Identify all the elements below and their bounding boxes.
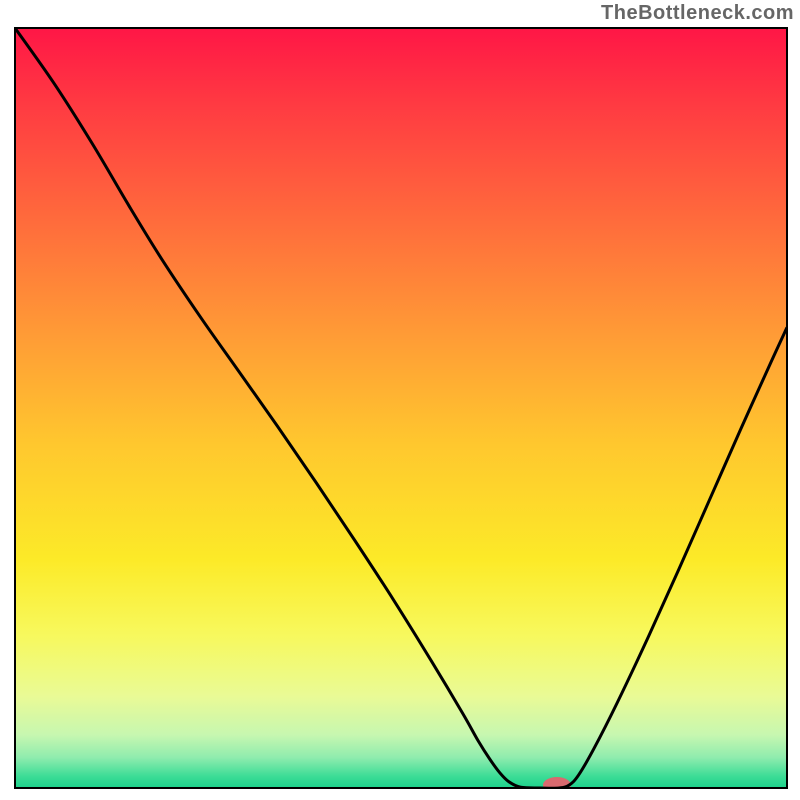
bottleneck-chart: TheBottleneck.com — [0, 0, 800, 800]
plot-area — [15, 28, 787, 793]
gradient-background — [15, 28, 787, 788]
chart-svg — [0, 0, 800, 800]
